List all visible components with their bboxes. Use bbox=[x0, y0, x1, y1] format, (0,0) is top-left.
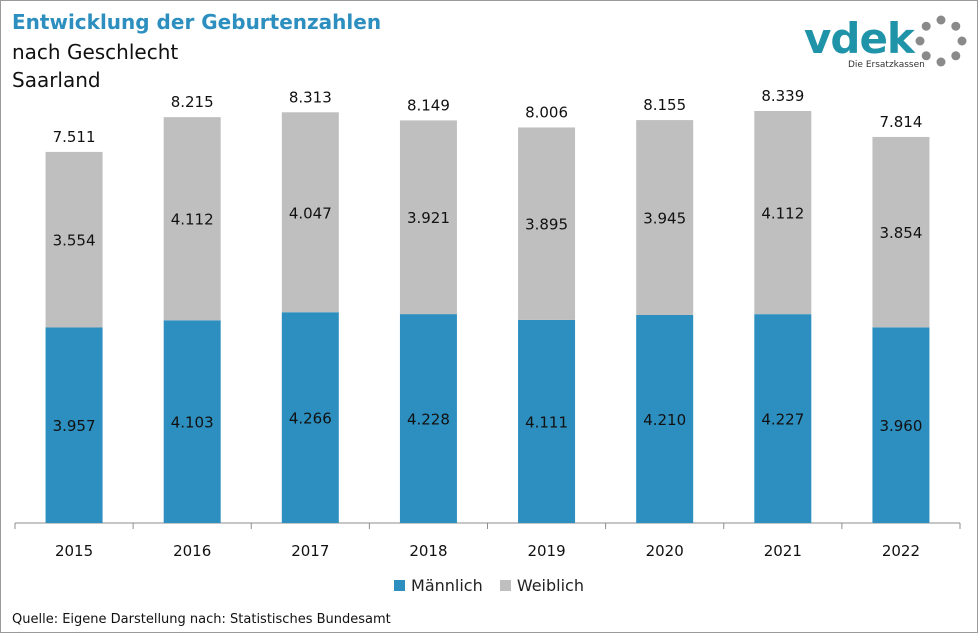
bar-maennlich bbox=[45, 327, 103, 523]
data-label-weiblich: 4.112 bbox=[171, 211, 214, 229]
bar-weiblich bbox=[872, 136, 930, 328]
x-tick-label: 2015 bbox=[55, 542, 93, 560]
logo-word: vdek bbox=[804, 14, 915, 63]
bar-weiblich bbox=[518, 127, 576, 320]
data-label-weiblich: 3.554 bbox=[53, 232, 96, 250]
data-label-maennlich: 4.228 bbox=[407, 411, 450, 429]
legend-item-maennlich: Männlich bbox=[394, 576, 483, 595]
vdek-logo: vdek Die Ersatzkassen bbox=[804, 12, 968, 72]
bar-weiblich bbox=[45, 151, 103, 328]
data-label-maennlich: 4.266 bbox=[289, 410, 332, 428]
bar-maennlich bbox=[163, 320, 221, 523]
total-label: 7.814 bbox=[879, 113, 922, 131]
legend-label-weiblich: Weiblich bbox=[516, 576, 584, 595]
data-label-weiblich: 4.047 bbox=[289, 204, 332, 222]
data-label-maennlich: 4.210 bbox=[643, 411, 686, 429]
x-tick-label: 2021 bbox=[764, 542, 802, 560]
total-label: 7.511 bbox=[53, 128, 96, 146]
legend-item-weiblich: Weiblich bbox=[499, 576, 584, 595]
data-label-weiblich: 4.112 bbox=[761, 205, 804, 223]
total-label: 8.149 bbox=[407, 96, 450, 114]
data-label-weiblich: 3.945 bbox=[643, 210, 686, 228]
data-label-weiblich: 3.921 bbox=[407, 209, 450, 227]
x-tick-label: 2017 bbox=[291, 542, 329, 560]
data-label-maennlich: 4.111 bbox=[525, 413, 568, 431]
bar-weiblich bbox=[281, 112, 339, 313]
x-tick-label: 2020 bbox=[646, 542, 684, 560]
x-tick-label: 2022 bbox=[882, 542, 920, 560]
total-label: 8.006 bbox=[525, 103, 568, 121]
bar-maennlich bbox=[754, 314, 812, 523]
data-label-maennlich: 4.103 bbox=[171, 414, 214, 432]
total-label: 8.339 bbox=[761, 87, 804, 105]
legend-label-maennlich: Männlich bbox=[411, 576, 483, 595]
logo-tagline: Die Ersatzkassen bbox=[848, 60, 925, 70]
bar-weiblich bbox=[636, 120, 694, 315]
bar-maennlich bbox=[872, 327, 930, 523]
data-label-maennlich: 4.227 bbox=[761, 411, 804, 429]
bar-maennlich bbox=[636, 314, 694, 523]
data-label-weiblich: 3.895 bbox=[525, 216, 568, 234]
x-tick-label: 2016 bbox=[173, 542, 211, 560]
legend-swatch-maennlich bbox=[394, 580, 406, 591]
data-label-maennlich: 3.960 bbox=[879, 417, 922, 435]
bar-weiblich bbox=[399, 120, 457, 315]
legend-swatch-weiblich bbox=[499, 580, 511, 591]
total-label: 8.215 bbox=[171, 93, 214, 111]
total-label: 8.313 bbox=[289, 88, 332, 106]
chart-subtitle: nach Geschlecht bbox=[12, 40, 179, 64]
data-label-maennlich: 3.957 bbox=[53, 417, 96, 435]
bar-weiblich bbox=[754, 111, 812, 315]
total-label: 8.155 bbox=[643, 96, 686, 114]
bar-weiblich bbox=[163, 117, 221, 321]
data-label-weiblich: 3.854 bbox=[879, 224, 922, 242]
source-note: Quelle: Eigene Darstellung nach: Statist… bbox=[12, 612, 391, 627]
chart-region: Saarland bbox=[12, 68, 101, 92]
dotted-ring-icon bbox=[915, 15, 967, 67]
bar-maennlich bbox=[399, 314, 457, 523]
x-tick-label: 2019 bbox=[527, 542, 565, 560]
x-tick-label: 2018 bbox=[409, 542, 447, 560]
legend: Männlich Weiblich bbox=[0, 576, 978, 595]
bar-maennlich bbox=[518, 319, 576, 523]
bar-maennlich bbox=[281, 312, 339, 523]
chart-title: Entwicklung der Geburtenzahlen bbox=[12, 10, 382, 34]
